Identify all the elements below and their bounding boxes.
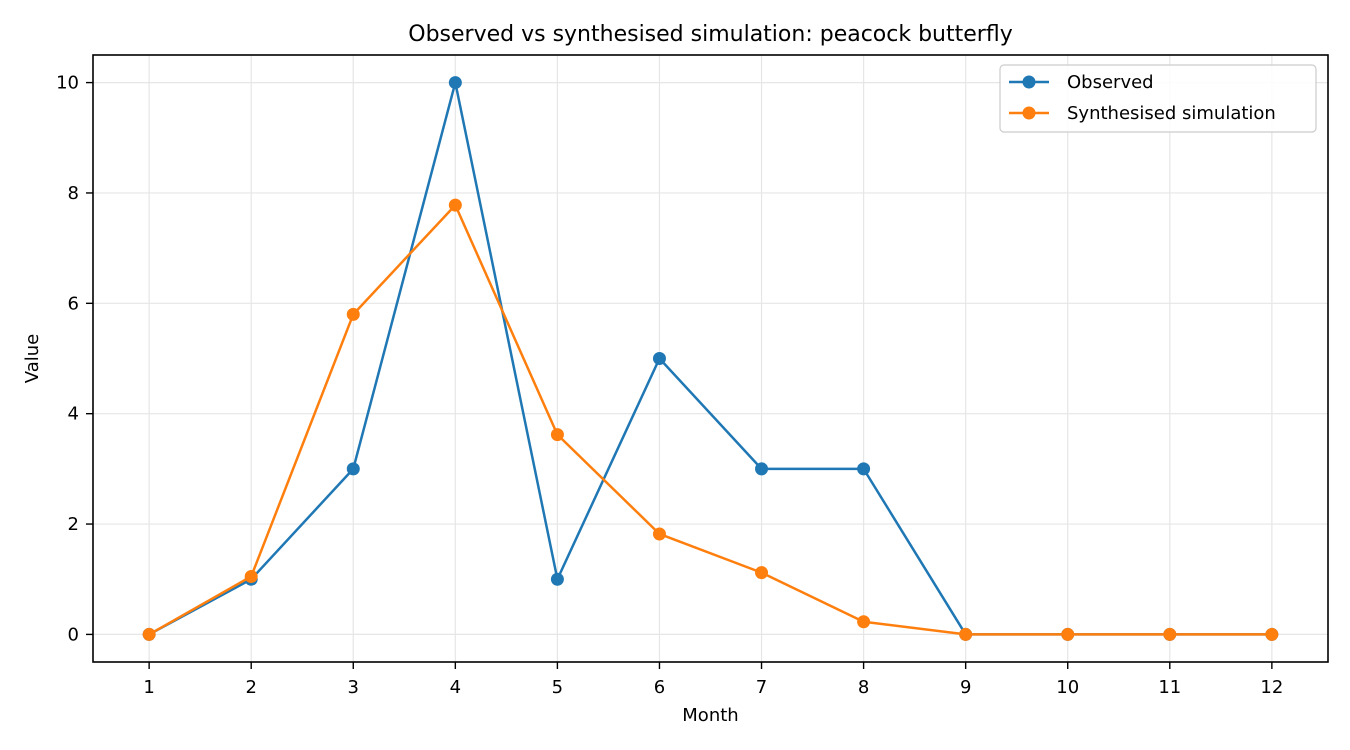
x-tick-label: 4: [450, 677, 461, 698]
x-tick-label: 11: [1158, 677, 1181, 698]
x-tick-label: 8: [858, 677, 869, 698]
data-point-synthesised-simulation: [652, 527, 666, 541]
data-point-synthesised-simulation: [346, 307, 360, 321]
data-point-synthesised-simulation: [550, 428, 564, 442]
data-point-synthesised-simulation: [448, 198, 462, 212]
x-tick-label: 6: [654, 677, 665, 698]
legend: Observed Synthesised simulation: [999, 64, 1317, 133]
x-tick-label: 9: [960, 677, 971, 698]
data-point-observed: [755, 462, 769, 476]
data-point-synthesised-simulation: [142, 627, 156, 641]
data-point-observed: [652, 352, 666, 365]
y-tick-label: 6: [68, 293, 79, 314]
data-point-observed: [448, 76, 462, 90]
y-tick-label: 0: [68, 624, 79, 645]
x-axis-title: Month: [682, 705, 738, 726]
series-synthesised-simulation: [142, 198, 1279, 641]
data-point-synthesised-simulation: [857, 615, 871, 629]
data-point-synthesised-simulation: [959, 627, 973, 641]
data-point-observed: [346, 462, 360, 476]
series-line-observed: [148, 81, 1272, 636]
series-observed: [142, 76, 1279, 641]
y-tick-label: 10: [56, 73, 79, 94]
x-tick-label: 7: [756, 677, 767, 698]
y-tick-label: 8: [68, 183, 79, 204]
data-point-observed: [550, 572, 564, 586]
y-tick-label: 4: [68, 404, 79, 425]
data-point-synthesised-simulation: [244, 569, 258, 583]
data-point-observed: [857, 462, 871, 476]
legend-label-observed: Observed: [1067, 72, 1154, 93]
x-tick-label: 10: [1056, 677, 1079, 698]
data-point-synthesised-simulation: [1061, 627, 1075, 641]
legend-marker-observed: [1022, 75, 1036, 89]
x-tick-label: 3: [348, 677, 359, 698]
grid: [93, 55, 1328, 662]
data-point-synthesised-simulation: [755, 566, 769, 580]
legend-marker-synthesised-simulation: [1022, 106, 1036, 120]
x-tick-label: 1: [143, 677, 154, 698]
legend-box: [999, 64, 1317, 133]
y-axis-title: Value: [22, 334, 43, 383]
series-line-synthesised-simulation: [148, 203, 1272, 636]
x-tick-label: 5: [552, 677, 563, 698]
x-tick-label: 2: [245, 677, 256, 698]
legend-label-synthesised-simulation: Synthesised simulation: [1067, 103, 1276, 124]
plot-frame: [92, 54, 1329, 663]
x-tick-label: 12: [1260, 677, 1283, 698]
chart-title: Observed vs synthesised simulation: peac…: [408, 22, 1012, 47]
data-point-synthesised-simulation: [1163, 627, 1177, 641]
y-tick-label: 2: [68, 514, 79, 535]
series-layer: [142, 76, 1279, 641]
data-point-synthesised-simulation: [1265, 627, 1279, 641]
